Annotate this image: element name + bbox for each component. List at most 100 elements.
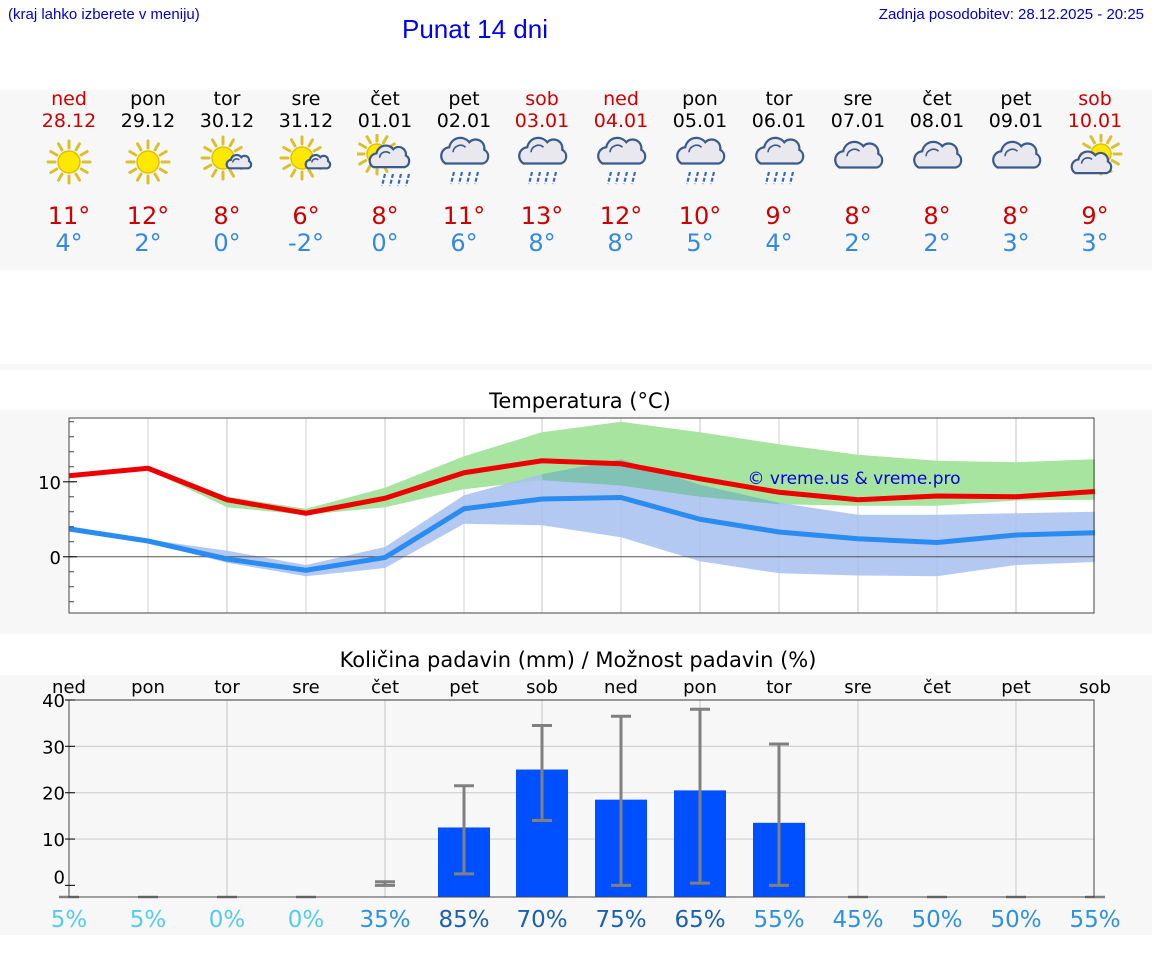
y-tick-label: 20	[42, 784, 65, 805]
max-temperature: 8°	[1002, 202, 1030, 230]
y-tick-label: 10	[42, 830, 65, 851]
max-temperature-line	[68, 458, 1096, 516]
precipitation-probability: 70%	[516, 907, 567, 933]
precipitation-probability: 65%	[674, 907, 725, 933]
day-label: čet	[371, 677, 399, 698]
day-label: čet	[923, 677, 951, 698]
day-date: 07.01	[830, 110, 886, 132]
plot-area	[69, 700, 1094, 897]
day-column: pon 29.12 12° 2°	[108, 88, 188, 256]
sun-small-cloud-icon	[200, 135, 253, 181]
min-temperature: -2°	[288, 229, 324, 257]
day-label: sre	[292, 677, 319, 698]
y-tick-label: 40	[42, 691, 65, 712]
y-tick-label: 0	[54, 867, 65, 888]
y-tick-label: 0	[50, 548, 61, 569]
precipitation-probability: 50%	[990, 907, 1041, 933]
day-name: sre	[291, 88, 321, 110]
day-name: sob	[525, 88, 559, 110]
max-temperature: 12°	[126, 202, 170, 230]
day-label: tor	[766, 677, 792, 698]
day-label: ned	[604, 677, 638, 698]
precipitation-probability: 0%	[209, 907, 246, 933]
day-date: 29.12	[120, 110, 176, 132]
cloud-rain-icon	[518, 136, 568, 185]
day-date: 05.01	[672, 110, 728, 132]
precipitation-probability: 55%	[753, 907, 804, 933]
day-date: 31.12	[278, 110, 334, 132]
day-column: čet 08.01 8° 2°	[897, 88, 977, 256]
max-temperature: 8°	[844, 202, 872, 230]
min-temperature: 2°	[844, 229, 872, 257]
precipitation-probability: 75%	[595, 907, 646, 933]
day-column: ned 04.01 12° 8°	[581, 88, 661, 256]
day-label: sre	[844, 677, 871, 698]
precipitation-probability: 0%	[288, 907, 325, 933]
last-update: Zadnja posodobitev: 28.12.2025 - 20:25	[878, 6, 1144, 23]
precipitation-probability: 85%	[438, 907, 489, 933]
day-column: pet 09.01 8° 3°	[976, 88, 1056, 256]
min-temperature: 3°	[1002, 229, 1030, 257]
max-temperature: 11°	[442, 202, 486, 230]
max-temperature: 13°	[520, 202, 564, 230]
day-column: pet 02.01 11° 6°	[424, 88, 504, 256]
max-temperature: 8°	[213, 202, 241, 230]
day-column: čet 01.01 8° 0°	[345, 88, 425, 256]
min-temperature: 0°	[371, 229, 399, 257]
day-date: 03.01	[514, 110, 570, 132]
day-label: sob	[526, 677, 558, 698]
day-column: sob 03.01 13° 8°	[502, 88, 582, 256]
sun-cloud-rain-icon	[357, 134, 411, 187]
page-title: Punat 14 dni	[401, 14, 548, 44]
precipitation-probability: 5%	[130, 907, 167, 933]
cloud-icon	[834, 140, 884, 169]
precipitation-chart: Količina padavin (mm) / Možnost padavin …	[42, 648, 1120, 933]
cloud-rain-icon	[755, 136, 805, 185]
sun-small-cloud-icon	[279, 135, 332, 181]
min-temperature: 5°	[686, 229, 714, 257]
day-name: pon	[682, 88, 718, 110]
location-hint[interactable]: (kraj lahko izberete v meniju)	[8, 6, 200, 23]
cloud-rain-icon	[676, 136, 726, 185]
max-temperature: 10°	[678, 202, 722, 230]
min-temperature: 8°	[528, 229, 556, 257]
max-temperature: 8°	[371, 202, 399, 230]
max-temperature: 9°	[1081, 202, 1109, 230]
precipitation-chart-title: Količina padavin (mm) / Možnost padavin …	[340, 648, 817, 672]
day-column: sre 31.12 6° -2°	[266, 88, 346, 256]
day-date: 02.01	[436, 110, 492, 132]
min-temperature: 6°	[450, 229, 478, 257]
day-date: 04.01	[593, 110, 649, 132]
day-date: 08.01	[909, 110, 965, 132]
day-date: 06.01	[751, 110, 807, 132]
cloud-rain-icon	[440, 136, 490, 185]
day-column: sre 07.01 8° 2°	[818, 88, 898, 256]
precipitation-probability: 5%	[51, 907, 88, 933]
sun-icon	[46, 139, 92, 185]
cloud-icon	[992, 140, 1042, 169]
day-column: ned 28.12 11° 4°	[29, 88, 109, 256]
day-label: pet	[1001, 677, 1031, 698]
plot-frame	[68, 417, 1095, 614]
day-date: 28.12	[41, 110, 97, 132]
watermark: © vreme.us & vreme.pro	[747, 469, 960, 489]
min-temperature-band	[69, 459, 1095, 577]
min-temperature: 0°	[213, 229, 241, 257]
precipitation-probability: 45%	[832, 907, 883, 933]
min-temperature: 2°	[134, 229, 162, 257]
temperature-chart-title: Temperatura (°C)	[488, 389, 671, 413]
max-temperature: 11°	[47, 202, 91, 230]
day-name: pet	[448, 88, 480, 110]
day-date: 10.01	[1067, 110, 1123, 132]
day-label: sob	[1079, 677, 1111, 698]
day-name: pet	[1000, 88, 1032, 110]
max-temperature: 12°	[599, 202, 643, 230]
day-name: ned	[603, 88, 639, 110]
cloud-rain-icon	[597, 136, 647, 185]
day-label: ned	[52, 677, 86, 698]
precipitation-probability: 50%	[911, 907, 962, 933]
day-label: pon	[683, 677, 717, 698]
y-tick-label: 30	[42, 737, 65, 758]
day-column: sob 10.01 9° 3°	[1055, 88, 1135, 256]
day-label: tor	[214, 677, 240, 698]
